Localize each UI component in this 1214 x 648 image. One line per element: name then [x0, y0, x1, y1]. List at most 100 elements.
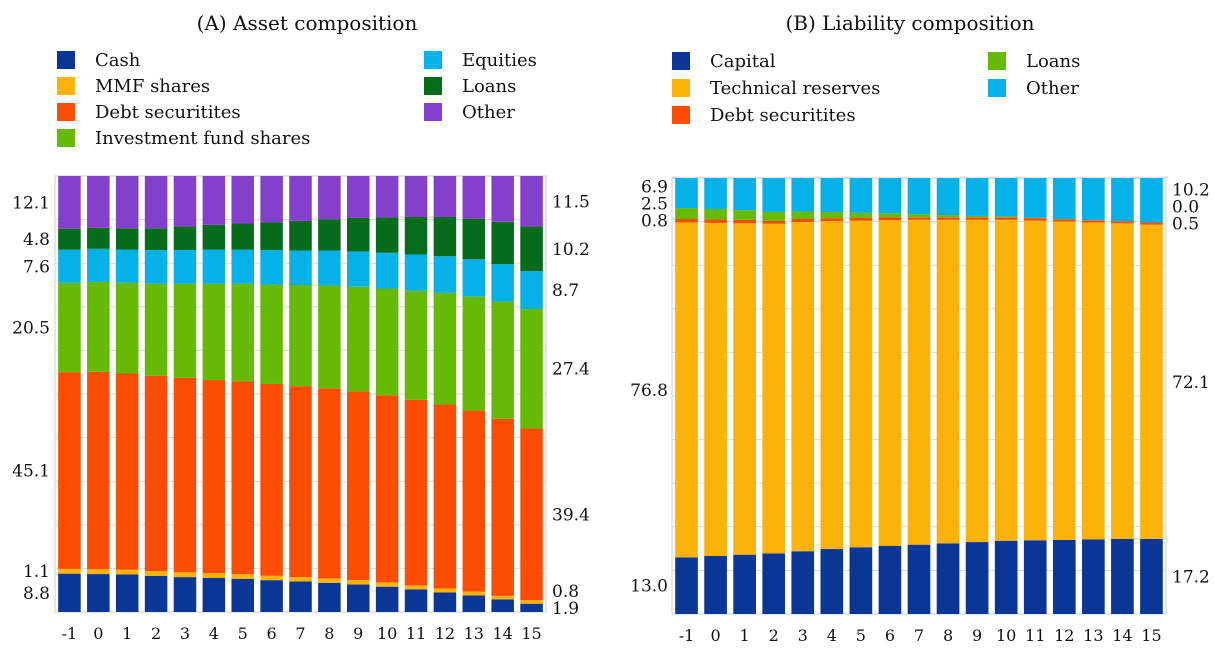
chart-b-bar-technical-reserves--1 — [675, 222, 698, 558]
chart-b-x-tick-label: 2 — [769, 626, 779, 645]
chart-a-bar-loans-11 — [404, 216, 428, 255]
chart-a-bar-loans-15 — [520, 226, 543, 272]
chart-b-bar-debt-securitites-2 — [762, 220, 786, 224]
chart-a-bar-loans-6 — [260, 222, 283, 251]
chart-a-right-value-label: 1.9 — [552, 599, 579, 619]
chart-a-x-tick-label: 9 — [353, 624, 363, 643]
chart-b-x-tick-label: 6 — [885, 626, 895, 645]
chart-a-bar-investment-fund-shares-2 — [144, 283, 168, 376]
chart-a-bar-debt-securitites-6 — [260, 383, 283, 576]
chart-a-bar-equities-8 — [318, 250, 341, 286]
chart-b-bar-capital-4 — [820, 549, 844, 614]
chart-b-bar-technical-reserves-0 — [704, 222, 727, 557]
chart-a-bar-other-7 — [289, 176, 312, 221]
chart-b-bar-debt-securitites-14 — [1111, 221, 1134, 224]
chart-b-bar-debt-securitites-13 — [1082, 220, 1105, 223]
chart-a-bar-mmf-shares-9 — [347, 580, 370, 585]
chart-a-bar-debt-securitites-12 — [433, 404, 457, 589]
chart-a-bar-investment-fund-shares-3 — [173, 283, 197, 378]
chart-a-bar-debt-securitites-9 — [347, 391, 370, 581]
chart-a-bar-cash-6 — [260, 580, 283, 612]
chart-a-bar-mmf-shares-10 — [375, 582, 399, 587]
chart-b-bar-technical-reserves-6 — [878, 220, 902, 546]
chart-a-bar-equities--1 — [58, 249, 81, 283]
chart-a-bar-debt-securitites-15 — [520, 428, 543, 601]
chart-a-bar-cash-7 — [289, 581, 312, 612]
chart-b-bar-debt-securitites-4 — [820, 218, 844, 222]
chart-b-x-tick-label: 15 — [1141, 626, 1161, 645]
chart-b-title: (B) Liability composition — [785, 11, 1034, 35]
chart-a-left-value-label: 12.1 — [12, 193, 50, 213]
chart-b-legend-label-capital: Capital — [710, 51, 776, 72]
chart-b-right-value-label: 17.2 — [1172, 568, 1210, 588]
chart-a-x-tick-label: 8 — [324, 624, 334, 643]
chart-a-legend-label-cash: Cash — [95, 50, 141, 71]
chart-b-bar-other-7 — [907, 178, 931, 215]
chart-b-x-tick-label: 1 — [740, 626, 750, 645]
chart-a-bar-cash-15 — [520, 603, 543, 612]
chart-b-bar-debt-securitites-11 — [1023, 218, 1047, 221]
chart-b-bar-other-12 — [1052, 178, 1076, 219]
chart-a-x-tick-label: 13 — [464, 624, 484, 643]
chart-b-right-value-label: 10.2 — [1172, 181, 1210, 201]
chart-a-bar-loans-7 — [289, 220, 312, 251]
chart-a-bar-cash-9 — [347, 584, 370, 612]
chart-b-bar-capital-1 — [733, 554, 756, 614]
chart-b-bar-technical-reserves-8 — [936, 219, 960, 544]
chart-a-bar-debt-securitites-0 — [87, 371, 110, 570]
chart-a-bar-debt-securitites-2 — [144, 375, 168, 572]
chart-b-bar-debt-securitites-8 — [936, 217, 960, 220]
chart-b-legend-swatch-loans — [988, 52, 1006, 70]
chart-a-bar-equities-0 — [87, 248, 110, 282]
chart-a-legend-swatch-cash — [57, 51, 75, 69]
chart-a-bar-other-3 — [173, 176, 197, 227]
chart-b-legend-label-loans: Loans — [1026, 51, 1080, 72]
chart-a-bar-mmf-shares--1 — [58, 568, 81, 574]
chart-b-bar-capital-0 — [704, 556, 727, 614]
chart-a-bar-other-1 — [115, 176, 139, 229]
chart-b-bar-technical-reserves-4 — [820, 221, 844, 550]
chart-a-bar-loans-1 — [115, 228, 139, 250]
chart-a-bar-other-15 — [520, 176, 543, 227]
chart-a-bar-investment-fund-shares-9 — [347, 286, 370, 392]
chart-a-right-value-label: 0.8 — [552, 582, 579, 602]
chart-b-legend-label-technical-reserves: Technical reserves — [710, 78, 880, 99]
chart-a-bar-investment-fund-shares-8 — [318, 285, 341, 389]
chart-b-bar-capital-2 — [762, 553, 786, 614]
chart-b-x-tick-label: 0 — [710, 626, 720, 645]
chart-a-bar-other-14 — [491, 176, 514, 222]
chart-b-left-value-label: 0.8 — [641, 212, 668, 232]
chart-a-bar-loans-10 — [375, 217, 399, 253]
chart-b-left-value-label: 76.8 — [630, 381, 668, 401]
chart-a-bar-cash-4 — [202, 577, 226, 612]
chart-a-bar-cash-10 — [375, 586, 399, 612]
chart-b-x-tick-label: 3 — [798, 626, 808, 645]
chart-a-bar-equities-13 — [462, 259, 486, 297]
chart-b-x-tick-label: 9 — [972, 626, 982, 645]
chart-b-bar-capital-9 — [965, 542, 989, 614]
chart-b-bar-loans-10 — [994, 216, 1018, 218]
chart-a-bar-investment-fund-shares-0 — [87, 281, 110, 372]
chart-b-bar-debt-securitites-3 — [791, 218, 815, 223]
chart-a-bar-cash-12 — [433, 592, 457, 612]
chart-a-right-value-label: 27.4 — [552, 360, 590, 380]
chart-b-x-tick-label: 5 — [856, 626, 866, 645]
chart-b-bar-technical-reserves-5 — [849, 220, 873, 548]
chart-a-bar-loans-13 — [462, 218, 486, 260]
chart-b-bar-other-9 — [965, 178, 989, 216]
chart-a-bar-other-2 — [144, 176, 168, 229]
chart-a-bar-loans-8 — [318, 219, 341, 251]
chart-a-x-tick-label: 4 — [209, 624, 219, 643]
chart-a-legend-swatch-loans — [424, 77, 442, 95]
chart-a-bar-debt-securitites-3 — [173, 377, 197, 573]
chart-a-bar-debt-securitites-7 — [289, 386, 312, 578]
chart-a-bar-other-9 — [347, 176, 370, 218]
chart-b-bar-capital-15 — [1140, 539, 1163, 614]
chart-a-bar-other-11 — [404, 176, 428, 217]
chart-b-bar-capital-8 — [936, 543, 960, 614]
chart-b-bar-other-8 — [936, 178, 960, 216]
chart-a-x-tick-label: 3 — [180, 624, 190, 643]
chart-a-left-value-label: 20.5 — [12, 319, 50, 339]
